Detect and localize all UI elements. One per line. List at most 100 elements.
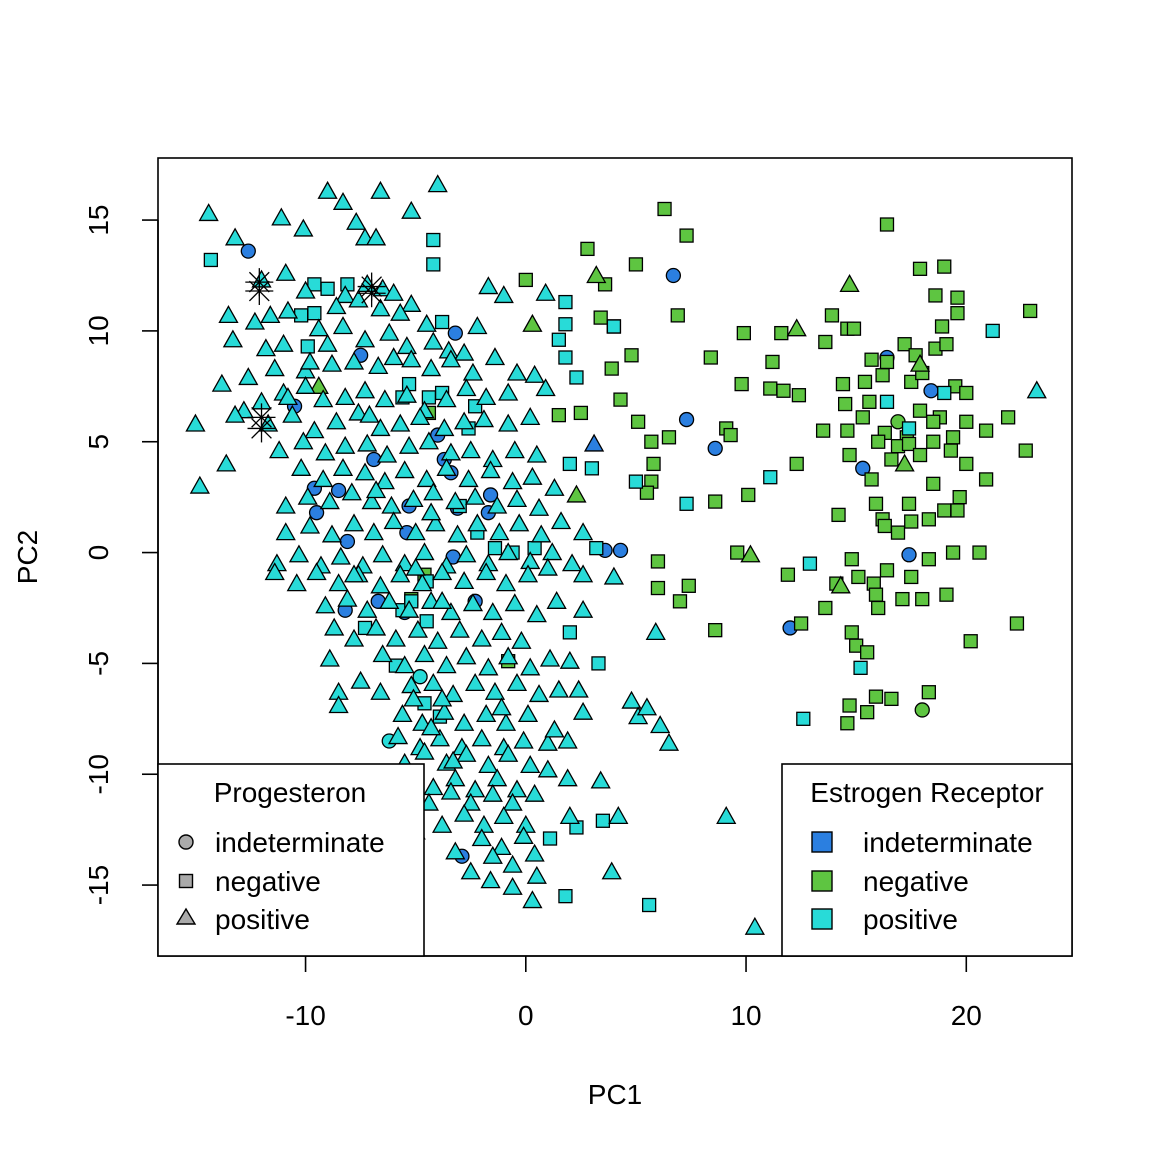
point-triangle [372,278,393,297]
point-triangle [493,806,514,824]
point-square [613,392,628,407]
point-triangle [379,322,400,341]
point-triangle [255,338,277,357]
point-triangle [493,285,514,304]
point-square [959,414,974,429]
point-triangle [401,349,422,368]
point-triangle [420,502,442,521]
point-triangle [478,657,499,676]
point-square [551,407,566,423]
point-triangle [405,522,426,541]
point-triangle [478,276,499,295]
point-triangle [740,544,761,563]
point-triangle [431,562,453,581]
point-square [890,525,906,540]
point-asterisk [247,414,276,443]
point-triangle [471,628,492,647]
point-triangle [374,389,395,408]
point-square [840,716,855,731]
point-triangle [394,655,415,674]
point-triangle [370,418,391,437]
point-triangle [431,591,453,609]
point-triangle [365,227,387,246]
point-triangle [317,333,338,352]
point-triangle [326,296,347,315]
point-triangle [524,783,545,802]
point-triangle [544,719,565,738]
point-square [595,813,611,828]
point-triangle [361,491,382,510]
point-triangle [473,409,495,428]
y-tick-label: 5 [83,434,114,450]
point-square [904,374,919,390]
point-square [730,545,745,560]
point-triangle [462,362,484,381]
point-circle [665,267,682,284]
point-triangle [502,471,523,490]
legend-swatch-positive [811,908,833,930]
point-triangle [476,704,497,723]
point-triangle [460,792,481,811]
point-triangle [561,553,583,572]
point-square [939,587,954,602]
point-triangle [476,562,497,581]
point-triangle [542,542,563,561]
point-square [879,563,895,578]
point-square [763,381,778,396]
point-triangle [350,670,371,689]
point-triangle [557,730,578,749]
point-triangle [431,688,453,707]
point-square [763,470,778,485]
point-triangle [443,750,464,769]
point-triangle [319,648,340,667]
point-circle [366,451,382,468]
point-triangle [370,180,391,199]
point-square [780,567,796,582]
point-square [912,261,928,276]
point-square [937,385,952,401]
point-triangle [537,759,558,778]
point-triangle [328,573,349,592]
point-triangle [487,768,508,787]
point-square [871,434,886,449]
point-square [320,281,335,296]
point-square [904,569,919,585]
point-triangle [524,843,545,862]
point-triangle [550,511,572,530]
point-triangle [744,916,765,935]
point-square [915,591,930,607]
point-triangle [522,466,543,485]
point-triangle [343,351,365,370]
point-square [646,456,661,472]
point-triangle [313,389,334,408]
point-triangle [513,825,534,844]
point-triangle [306,562,327,581]
point-square [959,385,974,401]
point-square [644,434,659,449]
point-square [580,241,595,257]
point-square [945,430,961,445]
point-square [879,217,895,232]
point-triangle [273,333,294,352]
point-triangle [359,404,380,423]
point-triangle [370,681,391,700]
point-circle [482,487,499,503]
point-triangle [390,302,411,321]
point-triangle [304,420,325,439]
point-square [419,614,434,629]
point-triangle [376,444,398,463]
point-triangle [407,619,428,638]
point-triangle [418,431,440,450]
point-triangle [559,650,580,669]
point-square [897,337,912,352]
point-triangle [482,845,503,864]
point-triangle [447,524,468,543]
point-square [558,294,573,310]
point-triangle [537,732,558,751]
point-triangle [546,591,567,609]
point-square [723,427,738,443]
point-triangle [293,431,314,450]
point-triangle [535,378,556,397]
point-triangle [414,542,435,561]
